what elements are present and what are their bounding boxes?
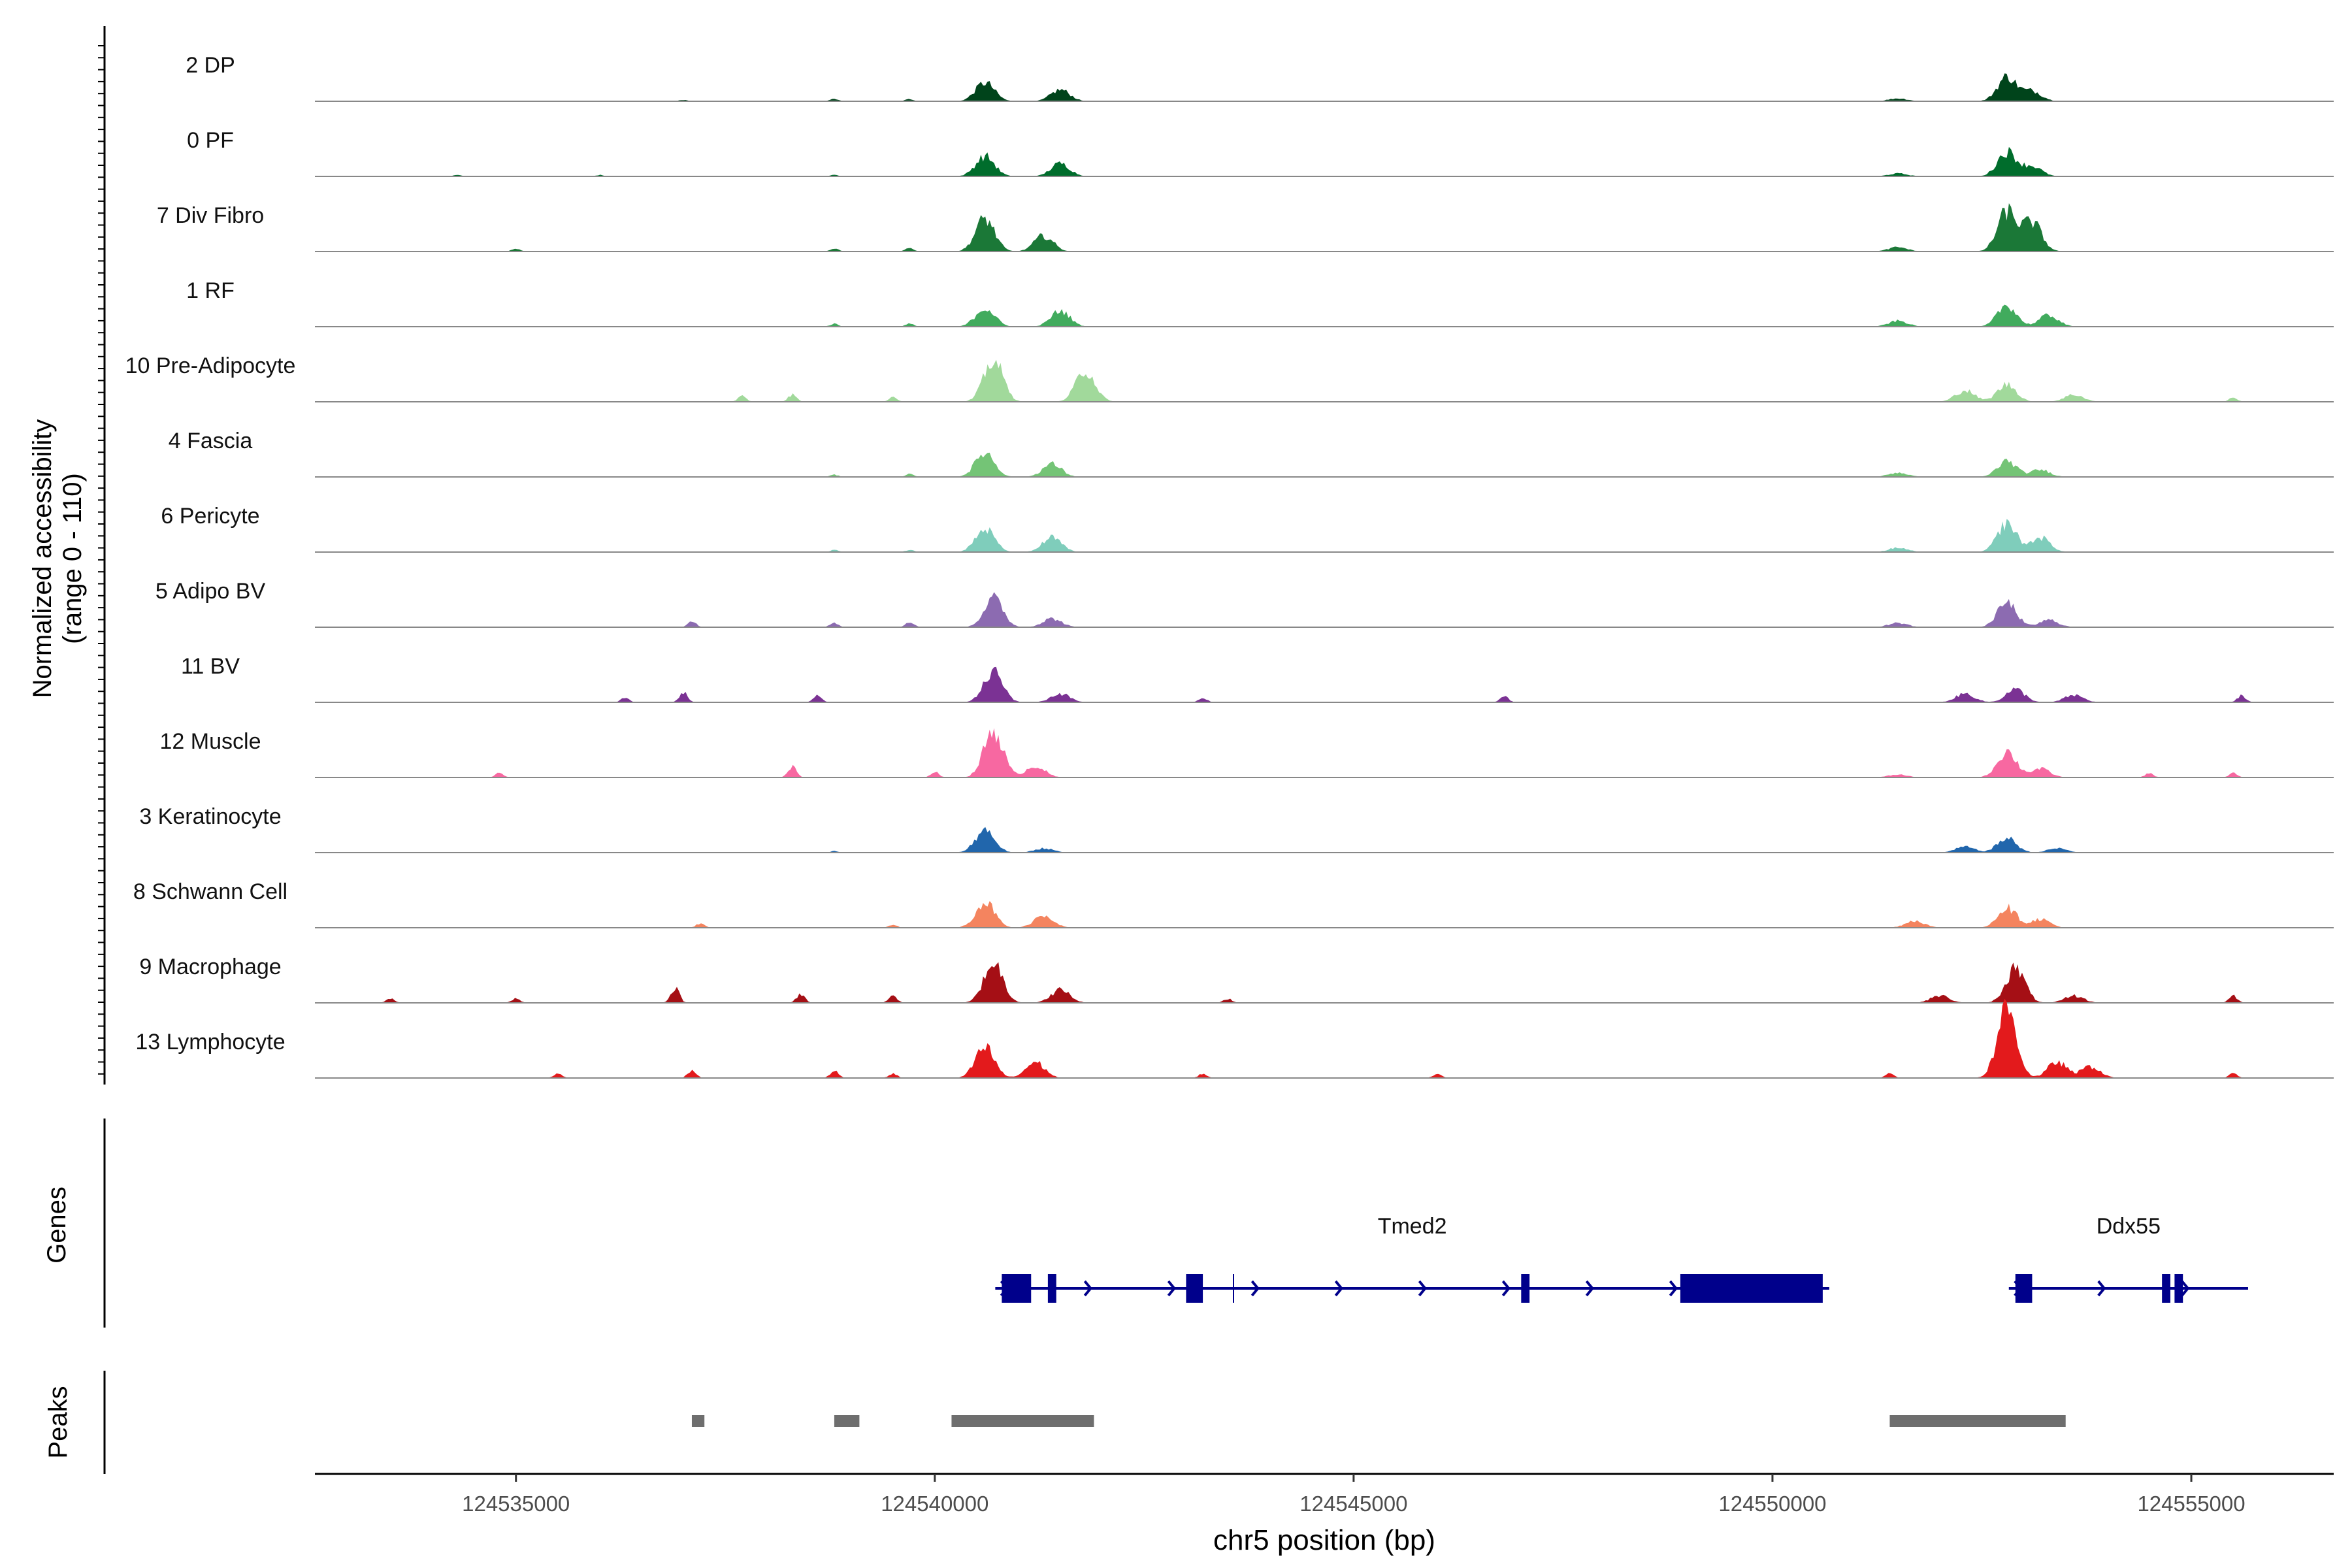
exon [1186,1274,1203,1303]
track-label: 8 Schwann Cell [133,879,287,904]
track-label: 2 DP [186,53,235,78]
track-label: 5 Adipo BV [155,579,266,604]
track-label: 3 Keratinocyte [139,804,281,829]
x-axis-title: chr5 position (bp) [1213,1524,1435,1556]
track-label: 12 Muscle [160,729,261,754]
track-label: 13 Lymphocyte [135,1030,285,1054]
peaks-panel-title: Peaks [44,1386,73,1458]
exon [1680,1274,1823,1303]
x-tick-label: 124540000 [881,1492,988,1516]
gene-name-label: Tmed2 [1378,1214,1447,1239]
peak-region [1889,1415,2065,1427]
track-label: 4 Fascia [169,429,253,453]
track-label: 1 RF [186,278,235,303]
track-label: 6 Pericyte [161,504,259,529]
exon [2162,1274,2170,1303]
exon [2174,1274,2183,1303]
peak-region [951,1415,1094,1427]
track-label: 10 Pre-Adipocyte [125,353,296,378]
track-label: 0 PF [187,128,234,153]
gene-name-label: Ddx55 [2097,1214,2161,1239]
peak-region [834,1415,859,1427]
track-label: 7 Div Fibro [157,203,264,228]
exon [2016,1274,2033,1303]
peak-region [692,1415,704,1427]
track-label: 11 BV [181,654,240,679]
x-tick-label: 124545000 [1299,1492,1407,1516]
exon [1002,1274,1031,1303]
x-tick-label: 124550000 [1718,1492,1826,1516]
x-tick-label: 124535000 [462,1492,570,1516]
track-label: 9 Macrophage [139,955,281,979]
x-tick-label: 124555000 [2137,1492,2245,1516]
exon [1521,1274,1529,1303]
genes-panel-title: Genes [42,1186,71,1264]
exon [1048,1274,1056,1303]
